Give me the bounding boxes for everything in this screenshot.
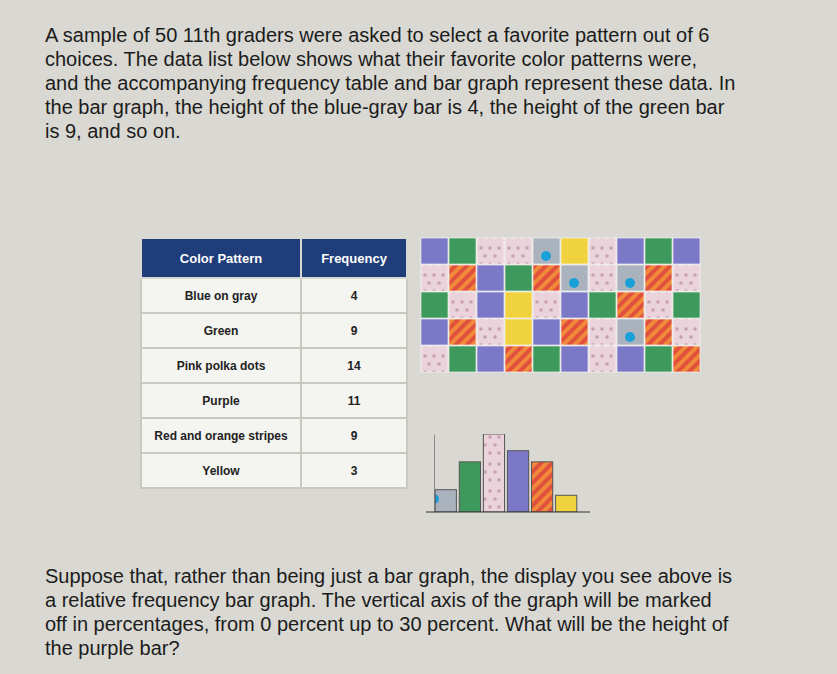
x-axis (426, 512, 590, 513)
mosaic-cell (449, 292, 476, 318)
intro-line: the bar graph, the height of the blue-gr… (45, 96, 725, 118)
mosaic-cell (533, 238, 560, 264)
intro: A sample of 50 11th graders were asked t… (45, 24, 735, 142)
header-cell: Color Pattern (141, 238, 301, 278)
mosaic-cell (421, 346, 448, 372)
mosaic-cell (533, 292, 560, 318)
table-row: Purple11 (141, 383, 407, 418)
bar (459, 462, 480, 512)
mosaic-cell (477, 238, 504, 264)
mosaic-cell (505, 346, 532, 372)
mosaic-cell (561, 292, 588, 318)
mosaic-cell (645, 319, 672, 345)
page-canvas: A sample of 50 11th graders were asked t… (0, 0, 837, 674)
mosaic-cell (561, 265, 588, 291)
mosaic-cell (421, 238, 448, 264)
mosaic-cell (421, 265, 448, 291)
mosaic-cell (589, 265, 616, 291)
mosaic-cell (617, 292, 644, 318)
header-row: Color PatternFrequency (141, 238, 407, 278)
mosaic-cell (617, 319, 644, 345)
mosaic-cell (561, 238, 588, 264)
y-axis (434, 435, 435, 513)
frequency-cell: 11 (301, 383, 407, 418)
mosaic-cell (449, 265, 476, 291)
bar (507, 451, 528, 512)
mosaic-cell (533, 265, 560, 291)
bars (435, 434, 577, 512)
bar (532, 462, 553, 512)
mosaic-cell (505, 292, 532, 318)
mosaic-cell (449, 319, 476, 345)
mosaic-cell (505, 265, 532, 291)
mosaic-cell (589, 292, 616, 318)
mosaic-cell (505, 238, 532, 264)
mosaic-cell (561, 346, 588, 372)
table-row: Yellow3 (141, 453, 407, 488)
intro-line: is 9, and so on. (45, 120, 181, 142)
mosaic-cell (673, 265, 700, 291)
pattern-cell: Green (141, 313, 301, 348)
pattern-cell: Yellow (141, 453, 301, 488)
header-cell: Frequency (301, 238, 407, 278)
bar (483, 434, 504, 512)
frequency-cell: 3 (301, 453, 407, 488)
mosaic-cell (505, 319, 532, 345)
mosaic-cell (617, 238, 644, 264)
table-row: Pink polka dots14 (141, 348, 407, 383)
pattern-cell: Red and orange stripes (141, 418, 301, 453)
mosaic-cell (477, 319, 504, 345)
question-line: off in percentages, from 0 percent up to… (45, 613, 729, 635)
frequency-cell: 9 (301, 418, 407, 453)
x-axis-line (426, 512, 590, 513)
frequency-cell: 9 (301, 313, 407, 348)
pattern-cell: Blue on gray (141, 278, 301, 313)
table-row: Blue on gray4 (141, 278, 407, 313)
mosaic-cell (645, 265, 672, 291)
intro-line: choices. The data list below shows what … (45, 48, 697, 70)
mosaic-cell (477, 292, 504, 318)
frequency-cell: 4 (301, 278, 407, 313)
bar (556, 495, 577, 512)
mosaic-cell (533, 346, 560, 372)
mosaic-cell (673, 346, 700, 372)
mosaic-cell (645, 292, 672, 318)
mosaic-cell (477, 265, 504, 291)
question: Suppose that, rather than being just a b… (45, 565, 732, 659)
mosaic-cell (589, 238, 616, 264)
bar (435, 490, 456, 512)
frequency-cell: 14 (301, 348, 407, 383)
question-line: Suppose that, rather than being just a b… (45, 565, 732, 587)
pattern-cell: Purple (141, 383, 301, 418)
mosaic-cell (617, 346, 644, 372)
mosaic-cell (561, 319, 588, 345)
pattern-cell: Pink polka dots (141, 348, 301, 383)
mosaic-cell (589, 319, 616, 345)
mosaic-cell (477, 346, 504, 372)
response-mosaic (421, 238, 700, 372)
mosaic-cell (421, 292, 448, 318)
mosaic-cell (673, 319, 700, 345)
mosaic-cell (673, 292, 700, 318)
mosaic-cell (589, 346, 616, 372)
table-row: Red and orange stripes9 (141, 418, 407, 453)
mosaic-cell (645, 238, 672, 264)
question-line: the purple bar? (45, 637, 180, 659)
mosaic-cell (617, 265, 644, 291)
mosaic-cell (533, 319, 560, 345)
intro-line: A sample of 50 11th graders were asked t… (45, 24, 709, 46)
table-row: Green9 (141, 313, 407, 348)
mosaic-cell (645, 346, 672, 372)
mosaic-cell (673, 238, 700, 264)
mosaic-cell (449, 346, 476, 372)
y-axis-line (434, 435, 435, 513)
mosaic-cell (421, 319, 448, 345)
question-line: a relative frequency bar graph. The vert… (45, 589, 712, 611)
intro-line: and the accompanying frequency table and… (45, 72, 735, 94)
frequency-table: Color PatternFrequencyBlue on gray4Green… (140, 237, 408, 489)
mosaic-cell (449, 238, 476, 264)
